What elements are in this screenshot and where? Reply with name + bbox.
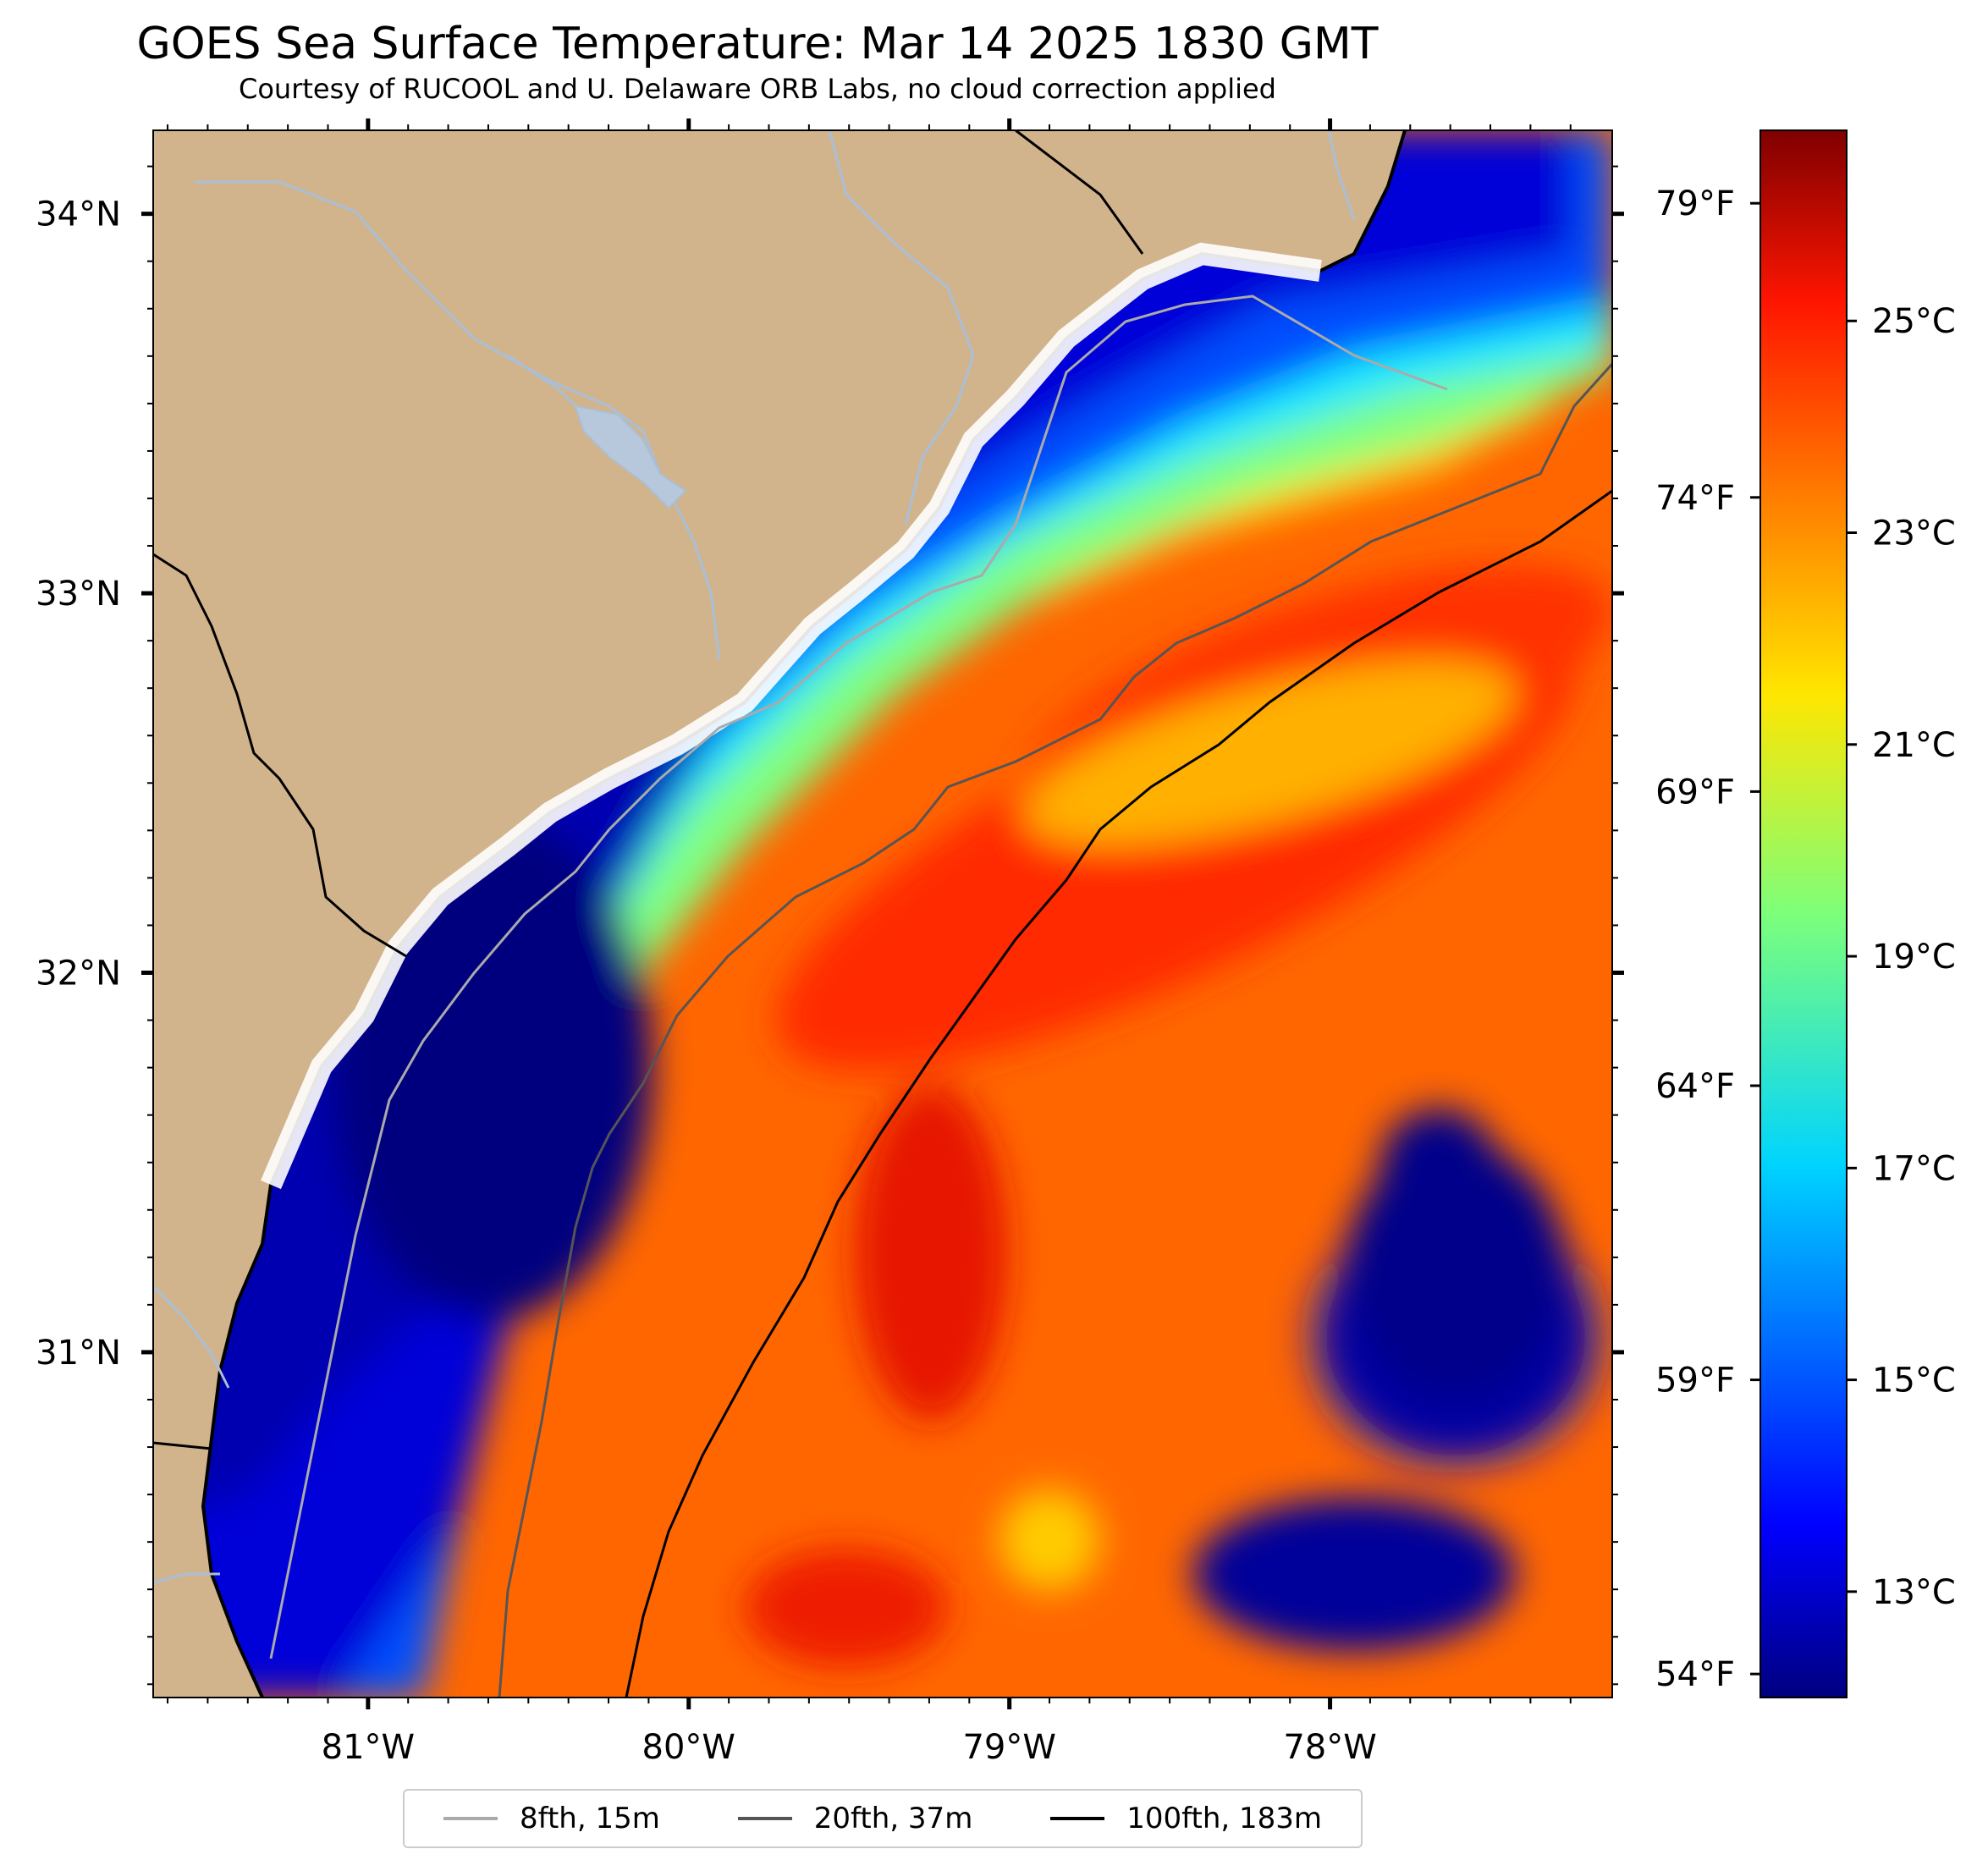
- lat-tick-label: 34°N: [36, 195, 121, 234]
- fahrenheit-tick-label: 69°F: [1655, 773, 1735, 812]
- fahrenheit-tick-label: 64°F: [1655, 1067, 1735, 1106]
- lat-tick-label: 32°N: [36, 955, 121, 993]
- lon-tick-label: 80°W: [642, 1728, 735, 1767]
- lon-tick-label: 79°W: [962, 1728, 1055, 1767]
- celsius-tick-label: 13°C: [1872, 1573, 1956, 1612]
- legend-label: 100fth, 183m: [1126, 1802, 1323, 1835]
- legend-label: 8fth, 15m: [519, 1802, 660, 1835]
- land-mass: [153, 130, 1405, 1698]
- celsius-tick-label: 15°C: [1872, 1362, 1956, 1400]
- fahrenheit-tick-label: 79°F: [1655, 184, 1735, 223]
- lon-tick-label: 81°W: [322, 1728, 415, 1767]
- colorbar: [1759, 129, 1848, 1698]
- celsius-tick-label: 17°C: [1872, 1149, 1956, 1188]
- map-axis-ticks: 81°W 80°W 79°W 78°W 34°N 33°N 32°N 31°N: [36, 118, 1624, 1767]
- state-boundaries: [153, 130, 1144, 1450]
- legend-item: 8fth, 15m: [443, 1802, 660, 1835]
- isobath-37m: [498, 362, 1612, 1698]
- legend-line-swatch: [443, 1817, 498, 1820]
- map-subtitle: Courtesy of RUCOOL and U. Delaware ORB L…: [239, 73, 1276, 105]
- colorbar-ticks: 13°C 15°C 17°C 19°C 21°C 23°C 25°C 54°F 59°F 64°F…: [1655, 184, 1956, 1694]
- map-title: GOES Sea Surface Temperature: Mar 14 202…: [136, 19, 1379, 69]
- celsius-tick-label: 21°C: [1872, 726, 1956, 765]
- celsius-tick-label: 23°C: [1872, 515, 1956, 553]
- fahrenheit-tick-label: 59°F: [1655, 1362, 1735, 1400]
- map-plot-area: [153, 130, 1612, 1698]
- isobath-legend: 8fth, 15m 20fth, 37m 100fth, 183m: [403, 1789, 1363, 1848]
- fahrenheit-tick-label: 54°F: [1655, 1655, 1735, 1694]
- legend-line-swatch: [737, 1817, 792, 1820]
- isobath-15m: [269, 294, 1448, 1659]
- legend-label: 20fth, 37m: [813, 1802, 973, 1835]
- celsius-tick-label: 19°C: [1872, 938, 1956, 977]
- lon-tick-label: 78°W: [1283, 1728, 1376, 1767]
- legend-item: 20fth, 37m: [737, 1802, 973, 1835]
- legend-line-swatch: [1050, 1817, 1105, 1820]
- coastal-no-data: [261, 242, 1322, 1190]
- lake-marion: [574, 404, 687, 509]
- fahrenheit-tick-label: 74°F: [1655, 479, 1735, 518]
- lat-tick-label: 33°N: [36, 575, 121, 614]
- lat-tick-label: 31°N: [36, 1334, 121, 1373]
- map-frame: [152, 129, 1613, 1698]
- celsius-tick-label: 25°C: [1872, 302, 1956, 341]
- legend-item: 100fth, 183m: [1050, 1802, 1322, 1835]
- isobath-183m: [625, 489, 1612, 1698]
